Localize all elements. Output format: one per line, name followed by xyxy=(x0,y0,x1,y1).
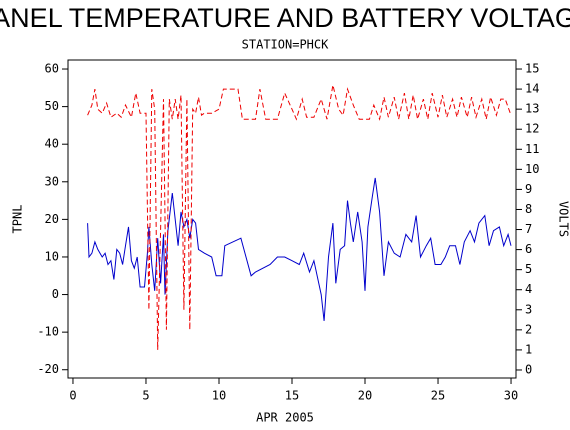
y2-tick-label: 13 xyxy=(525,102,539,116)
y-axis-label: TPNL xyxy=(11,205,25,234)
x-tick-label: 20 xyxy=(358,389,372,403)
y-tick-label: 30 xyxy=(45,174,59,188)
x-tick-label: 0 xyxy=(69,389,76,403)
y2-tick-label: 9 xyxy=(525,182,532,196)
plot-frame xyxy=(67,59,517,379)
y2-tick-label: 5 xyxy=(525,262,532,276)
chart-subtitle: STATION=PHCK xyxy=(242,38,329,52)
x-tick-label: 25 xyxy=(431,389,445,403)
y2-axis-label: VOLTS xyxy=(557,201,570,237)
y-tick-label: -20 xyxy=(37,362,59,376)
y-tick-label: 20 xyxy=(45,212,59,226)
x-tick-label: 10 xyxy=(212,389,226,403)
y2-tick-label: 11 xyxy=(525,142,539,156)
x-tick-label: 30 xyxy=(504,389,518,403)
y2-tick-label: 7 xyxy=(525,222,532,236)
x-axis-label: APR 2005 xyxy=(256,411,314,425)
y2-tick-label: 3 xyxy=(525,302,532,316)
series-line xyxy=(87,84,512,350)
y-tick-label: 50 xyxy=(45,99,59,113)
y2-tick-label: 15 xyxy=(525,62,539,76)
series-line xyxy=(87,177,512,321)
y2-tick-label: 8 xyxy=(525,202,532,216)
y-tick-label: -10 xyxy=(37,325,59,339)
y2-tick-label: 12 xyxy=(525,122,539,136)
y2-tick-label: 0 xyxy=(525,362,532,376)
y-tick-label: 0 xyxy=(52,287,59,301)
y2-tick-label: 14 xyxy=(525,82,539,96)
y-tick-label: 40 xyxy=(45,137,59,151)
y-tick-label: 60 xyxy=(45,62,59,76)
y2-tick-label: 2 xyxy=(525,322,532,336)
y2-tick-label: 10 xyxy=(525,162,539,176)
chart-title: PANEL TEMPERATURE AND BATTERY VOLTAGE xyxy=(0,3,570,33)
y2-tick-label: 6 xyxy=(525,242,532,256)
y2-tick-label: 4 xyxy=(525,282,532,296)
y-tick-label: 10 xyxy=(45,249,59,263)
x-tick-label: 5 xyxy=(142,389,149,403)
x-tick-label: 15 xyxy=(285,389,299,403)
y2-tick-label: 1 xyxy=(525,342,532,356)
